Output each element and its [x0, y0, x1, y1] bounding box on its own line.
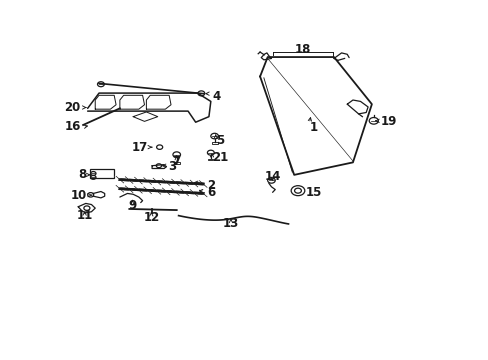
- Text: 5: 5: [215, 134, 224, 147]
- Text: 9: 9: [128, 199, 136, 212]
- Text: 12: 12: [143, 211, 159, 224]
- Text: 15: 15: [305, 186, 321, 199]
- Text: 14: 14: [264, 170, 280, 183]
- Bar: [89, 169, 114, 179]
- Bar: [211, 142, 217, 144]
- Text: 4: 4: [211, 90, 220, 103]
- Bar: [208, 158, 213, 161]
- Text: 10: 10: [70, 189, 87, 202]
- Text: 19: 19: [380, 115, 396, 128]
- Text: 18: 18: [294, 43, 310, 56]
- Text: 3: 3: [168, 160, 176, 173]
- Text: 2: 2: [206, 179, 215, 192]
- Text: 7: 7: [172, 154, 181, 167]
- Text: 21: 21: [211, 151, 228, 164]
- Bar: [173, 162, 180, 164]
- Text: 11: 11: [76, 209, 93, 222]
- Text: 6: 6: [206, 186, 215, 199]
- Text: 20: 20: [64, 101, 81, 114]
- Text: 1: 1: [309, 121, 317, 134]
- Text: 13: 13: [223, 217, 239, 230]
- Text: 8: 8: [79, 167, 87, 180]
- Text: 17: 17: [131, 141, 147, 154]
- Text: 16: 16: [64, 120, 81, 134]
